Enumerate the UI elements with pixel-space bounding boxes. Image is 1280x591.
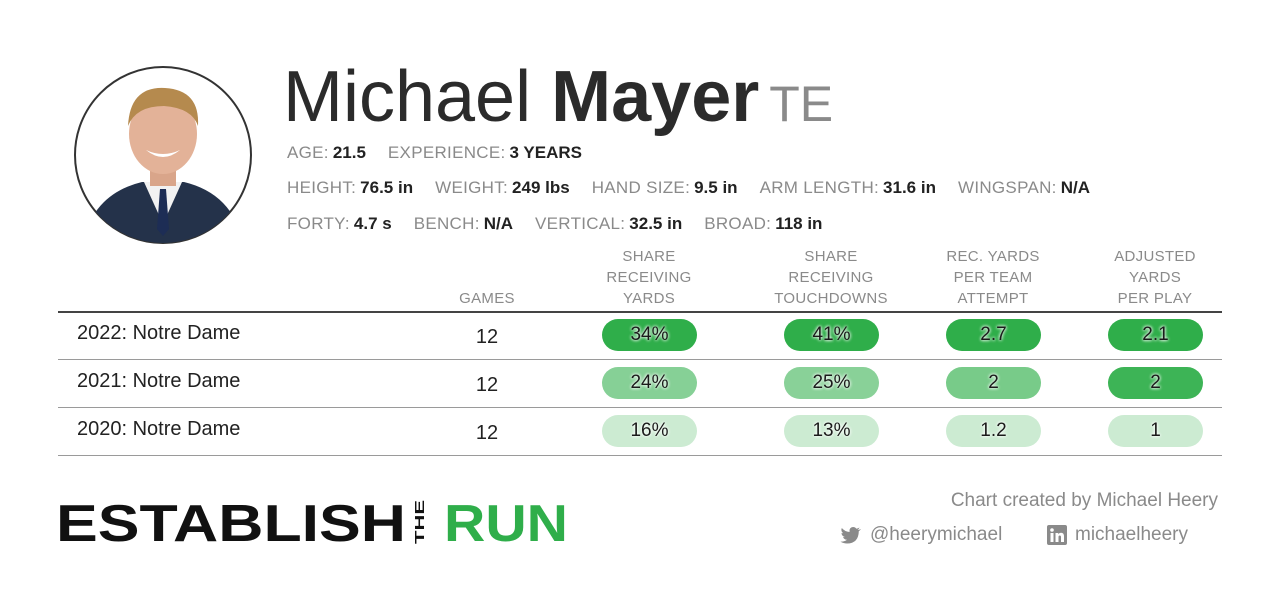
info-label: AGE:: [287, 143, 329, 162]
column-header-line: RECEIVING: [606, 269, 692, 286]
player-name: Michael Mayer TE: [283, 52, 833, 149]
linkedin-handle: michaelheery: [1075, 524, 1188, 545]
row-label: 2021: Notre Dame: [77, 370, 241, 392]
column-header: SHARE RECEIVING TOUCHDOWNS: [746, 246, 916, 309]
info-item: HAND SIZE: 9.5 in: [592, 178, 738, 198]
info-item: VERTICAL: 32.5 in: [535, 214, 682, 234]
info-value: 249 lbs: [512, 178, 570, 197]
info-item: ARM LENGTH: 31.6 in: [760, 178, 936, 198]
info-item: FORTY: 4.7 s: [287, 214, 392, 234]
info-value: 21.5: [332, 143, 366, 162]
stat-pill: 16%: [602, 415, 697, 447]
info-label: FORTY:: [287, 214, 350, 233]
info-item: WINGSPAN: N/A: [958, 178, 1090, 198]
info-item: WEIGHT: 249 lbs: [435, 178, 570, 198]
column-header-line: YARDS: [622, 290, 676, 307]
column-header-line: ADJUSTED: [1114, 248, 1196, 265]
player-photo: [74, 66, 252, 244]
column-header: GAMES: [402, 288, 572, 309]
info-label: HEIGHT:: [287, 178, 357, 197]
info-label: WINGSPAN:: [957, 178, 1057, 197]
info-item: AGE: 21.5: [287, 143, 366, 163]
info-label: ARM LENGTH:: [759, 178, 880, 197]
column-header: REC. YARDS PER TEAM ATTEMPT: [908, 246, 1078, 309]
logo-the: THE: [412, 499, 427, 544]
row-label: 2020: Notre Dame: [77, 418, 241, 440]
stat-pill: 41%: [784, 319, 879, 351]
logo-establish: ESTABLISH: [56, 496, 406, 548]
info-value: 4.7 s: [353, 214, 392, 233]
row-label: 2022: Notre Dame: [77, 322, 241, 344]
column-header-line: SHARE: [804, 248, 858, 265]
stat-pill: 34%: [602, 319, 697, 351]
games-cell: 12: [475, 422, 499, 444]
stat-pill: 2.7: [946, 319, 1041, 351]
stat-pill: 25%: [784, 367, 879, 399]
header-rule: [58, 311, 1222, 313]
twitter-handle: @heerymichael: [870, 524, 1003, 545]
info-item: BENCH: N/A: [414, 214, 513, 234]
info-label: HAND SIZE:: [591, 178, 691, 197]
twitter: @heerymichael: [840, 524, 1002, 546]
info-value: 76.5 in: [360, 178, 414, 197]
position: TE: [769, 76, 834, 132]
info-value: 9.5 in: [694, 178, 738, 197]
games-cell: 12: [475, 374, 499, 396]
credit: Chart created by Michael Heery: [950, 490, 1218, 511]
column-header-line: PER TEAM: [953, 269, 1033, 286]
info-value: 3 YEARS: [509, 143, 582, 162]
row-rule: [58, 359, 1222, 360]
column-header-line: RECEIVING: [788, 269, 874, 286]
stat-pill: 2: [946, 367, 1041, 399]
stat-pill: 2: [1108, 367, 1203, 399]
column-header-line: REC. YARDS: [946, 248, 1040, 265]
info-value: N/A: [483, 214, 514, 233]
column-header-line: ATTEMPT: [957, 290, 1029, 307]
info-label: BENCH:: [413, 214, 480, 233]
twitter-icon: [840, 527, 861, 544]
column-header-line: GAMES: [459, 290, 515, 307]
info-value: 32.5 in: [629, 214, 683, 233]
info-row: HEIGHT: 76.5 in WEIGHT: 249 lbs HAND SIZE: 9.…: [287, 178, 1090, 198]
column-header-line: PER PLAY: [1117, 290, 1193, 307]
column-header-line: YARDS: [1128, 269, 1182, 286]
column-header-line: TOUCHDOWNS: [774, 290, 888, 307]
info-row: FORTY: 4.7 s BENCH: N/A VERTICAL: 32.5 in BROA…: [287, 214, 822, 234]
info-label: EXPERIENCE:: [387, 143, 506, 162]
row-rule: [58, 407, 1222, 408]
linkedin: michaelheery: [1047, 524, 1188, 546]
first-name: Michael: [283, 57, 532, 137]
info-value: 118 in: [775, 214, 823, 233]
column-header: SHARE RECEIVING YARDS: [564, 246, 734, 309]
info-label: WEIGHT:: [435, 178, 509, 197]
stat-pill: 2.1: [1108, 319, 1203, 351]
logo-run: RUN: [444, 496, 568, 548]
info-row: AGE: 21.5 EXPERIENCE: 3 YEARS: [287, 143, 582, 163]
info-value: 31.6 in: [883, 178, 936, 197]
column-header: ADJUSTED YARDS PER PLAY: [1070, 246, 1240, 309]
info-label: VERTICAL:: [535, 214, 626, 233]
stat-pill: 1: [1108, 415, 1203, 447]
logo: ESTABLISH THE RUN: [56, 496, 568, 548]
stat-pill: 13%: [784, 415, 879, 447]
stat-pill: 1.2: [946, 415, 1041, 447]
stat-pill: 24%: [602, 367, 697, 399]
info-item: HEIGHT: 76.5 in: [287, 178, 413, 198]
games-cell: 12: [475, 326, 499, 348]
linkedin-icon: [1047, 525, 1067, 545]
column-header-line: SHARE: [622, 248, 676, 265]
info-label: BROAD:: [704, 214, 772, 233]
info-item: EXPERIENCE: 3 YEARS: [388, 143, 582, 163]
last-name: Mayer: [551, 57, 760, 137]
row-rule: [58, 455, 1222, 456]
info-value: N/A: [1060, 178, 1090, 197]
info-item: BROAD: 118 in: [704, 214, 822, 234]
